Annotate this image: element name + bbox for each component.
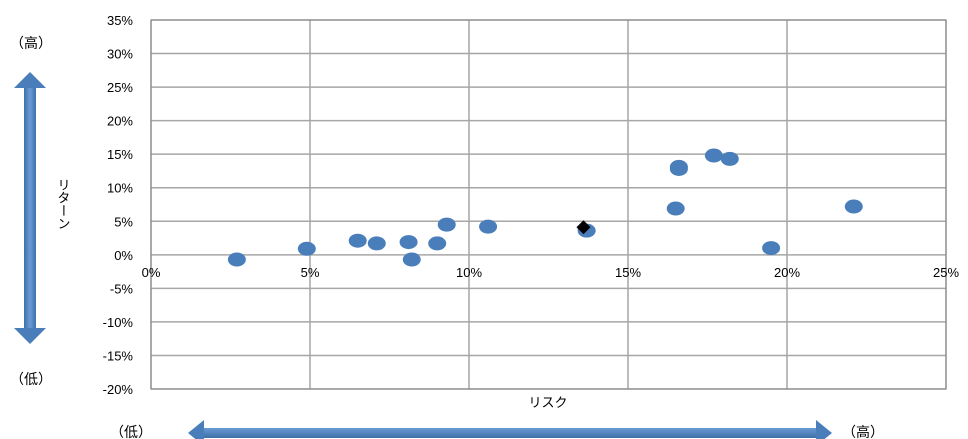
y-tick-label: 25% bbox=[107, 80, 133, 95]
data-points bbox=[227, 148, 863, 267]
y-axis-ticks: 35% 30% 25% 20% 15% 10% 5% 0% -5% -10% -15% -20% bbox=[103, 13, 134, 397]
x-tick-label: 5% bbox=[301, 265, 320, 280]
data-point bbox=[720, 151, 739, 166]
y-tick-label: 15% bbox=[107, 147, 133, 162]
horizontal-double-arrow-icon bbox=[188, 420, 832, 439]
grid-lines bbox=[150, 19, 947, 390]
data-point bbox=[844, 199, 863, 214]
y-tick-label: 5% bbox=[114, 214, 133, 229]
data-point bbox=[428, 236, 447, 251]
data-point bbox=[227, 252, 246, 267]
data-point bbox=[479, 219, 498, 234]
plot-area-border bbox=[150, 19, 947, 390]
x-low-label: （低） bbox=[110, 425, 152, 439]
y-tick-label: 10% bbox=[107, 181, 133, 196]
y-tick-label: -20% bbox=[103, 382, 134, 397]
y-tick-label: -15% bbox=[103, 348, 134, 363]
x-tick-label: 10% bbox=[456, 265, 482, 280]
y-tick-label: 35% bbox=[107, 13, 133, 28]
x-tick-label: 20% bbox=[774, 265, 800, 280]
data-point bbox=[297, 241, 316, 256]
data-point bbox=[399, 235, 418, 250]
data-point bbox=[762, 241, 781, 256]
y-axis-title: リターン bbox=[55, 178, 70, 230]
vertical-double-arrow-icon bbox=[14, 72, 46, 344]
data-point bbox=[669, 161, 688, 176]
y-tick-label: -5% bbox=[110, 281, 134, 296]
data-point bbox=[402, 252, 421, 267]
x-axis-title: リスク bbox=[528, 396, 567, 411]
data-point bbox=[437, 217, 456, 232]
x-high-label: （高） bbox=[842, 424, 884, 439]
y-low-label: （低） bbox=[10, 372, 52, 388]
x-axis-ticks: 0% 5% 10% 15% 20% 25% bbox=[142, 265, 960, 280]
data-point bbox=[704, 148, 723, 163]
x-tick-label: 25% bbox=[933, 265, 959, 280]
data-point-diamond bbox=[576, 220, 591, 235]
y-tick-label: -10% bbox=[103, 315, 134, 330]
y-high-label: （高） bbox=[10, 35, 52, 52]
x-tick-label: 0% bbox=[142, 265, 161, 280]
data-point bbox=[348, 233, 367, 248]
y-tick-label: 20% bbox=[107, 114, 133, 129]
y-tick-label: 0% bbox=[114, 248, 133, 263]
data-point bbox=[666, 201, 685, 216]
y-tick-label: 30% bbox=[107, 47, 133, 62]
data-point bbox=[367, 236, 386, 251]
x-tick-label: 15% bbox=[615, 265, 641, 280]
